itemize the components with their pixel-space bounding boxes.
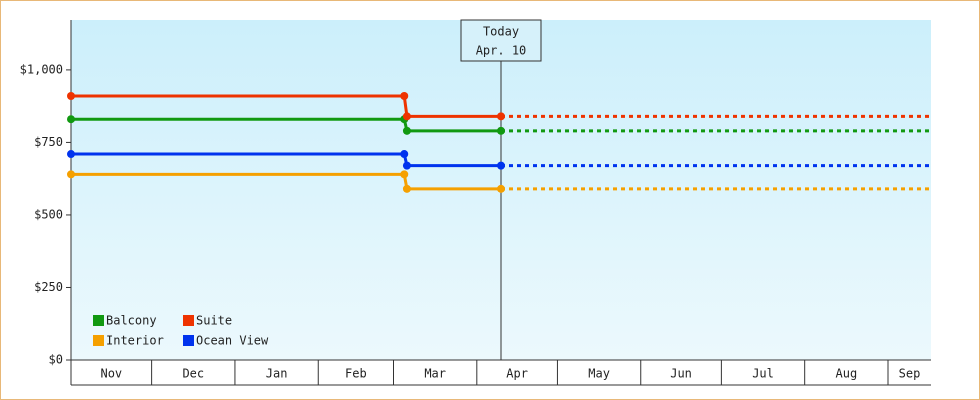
line	[71, 94, 501, 118]
x-tick-label: Mar	[424, 367, 446, 381]
x-tick-label: Sep	[899, 367, 921, 381]
x-tick-label: Feb	[345, 367, 367, 381]
today-label: Today	[483, 25, 519, 39]
point	[497, 126, 505, 135]
point	[402, 112, 411, 121]
point	[400, 150, 409, 159]
point	[497, 161, 505, 170]
point	[67, 170, 75, 179]
today-box	[460, 19, 542, 62]
y-tick-label: $250	[34, 280, 63, 294]
x-tick-label: Apr	[506, 367, 528, 381]
x-tick-label: Nov	[100, 367, 122, 381]
today-label: Apr. 10	[476, 44, 527, 58]
point	[67, 150, 75, 159]
y-tick-label: $0	[49, 353, 63, 367]
legend-label: Interior	[106, 334, 164, 348]
point	[400, 170, 409, 179]
x-tick-label: Jul	[752, 367, 774, 381]
y-tick-label: $1,000	[20, 62, 63, 76]
point	[402, 184, 411, 193]
x-tick-label: Jan	[266, 367, 288, 381]
y-tick-label: $500	[34, 207, 63, 221]
line	[71, 172, 501, 191]
x-tick-label: Jun	[670, 367, 692, 381]
point	[400, 92, 409, 101]
x-tick-label: Aug	[836, 367, 858, 381]
legend-label: Suite	[196, 314, 232, 328]
x-tick-label: May	[588, 367, 610, 381]
legend-label: Balcony	[106, 314, 157, 328]
point	[67, 92, 75, 101]
legend-label: Ocean View	[196, 334, 269, 348]
legend-swatch	[93, 315, 104, 326]
line	[71, 152, 501, 168]
point	[497, 184, 505, 193]
point	[402, 126, 411, 135]
line	[71, 117, 501, 133]
legend-swatch	[183, 315, 194, 326]
point	[402, 161, 411, 170]
x-tick-label: Dec	[182, 367, 204, 381]
point	[67, 115, 75, 124]
legend-swatch	[183, 335, 194, 346]
legend-swatch	[93, 335, 104, 346]
point	[497, 112, 505, 121]
y-tick-label: $750	[34, 135, 63, 149]
